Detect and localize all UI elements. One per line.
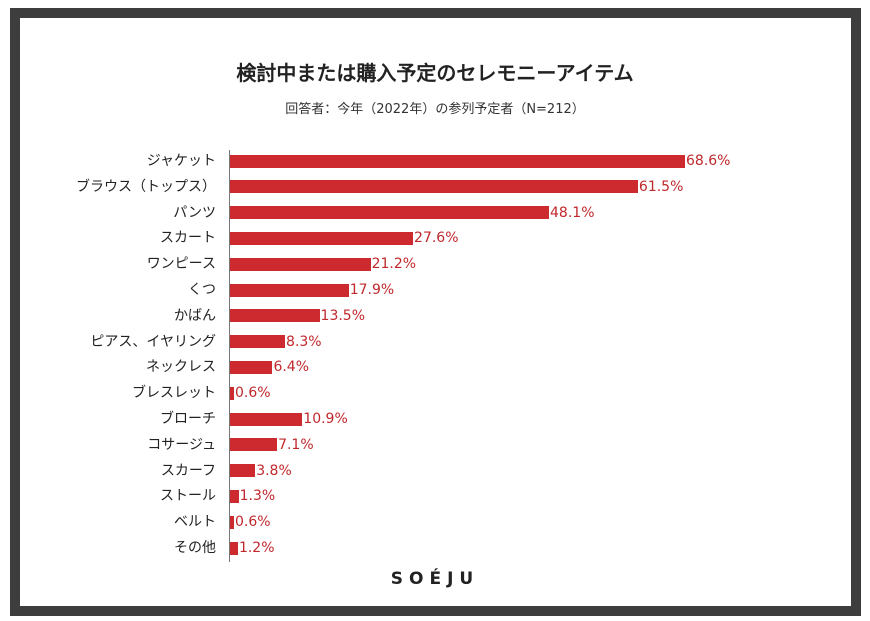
chart-frame [10, 8, 861, 616]
bar [230, 438, 278, 452]
category-label: ネックレス [146, 359, 216, 376]
category-label: ブレスレット [132, 385, 216, 402]
bar [230, 180, 638, 194]
data-label: 1.3% [239, 488, 276, 505]
category-label: ベルト [174, 514, 216, 531]
category-label: ストール [160, 488, 216, 505]
data-label: 61.5% [638, 178, 684, 195]
category-label: ブラウス（トップス） [76, 178, 216, 195]
brand-logo: SOÉJU [390, 569, 480, 589]
bar [230, 154, 685, 168]
data-label: 10.9% [303, 411, 348, 427]
data-label: 0.6% [234, 385, 271, 402]
data-label: 8.3% [286, 333, 322, 350]
bar [230, 335, 286, 349]
chart-subtitle: 回答者：今年（2022年）の参列予定者（N=212） [285, 102, 585, 117]
data-label: 3.8% [256, 462, 292, 479]
category-label: その他 [174, 540, 216, 556]
data-label: 68.6% [686, 153, 731, 169]
category-label: ブローチ [160, 411, 216, 427]
bar [230, 489, 239, 503]
data-label: 6.4% [273, 359, 310, 376]
bar [230, 206, 550, 220]
bar [230, 515, 234, 529]
bar [230, 412, 303, 426]
data-label: 48.1% [550, 204, 595, 221]
bar [230, 231, 414, 245]
data-label: 21.2% [371, 256, 417, 273]
bar [230, 464, 256, 478]
bar [230, 309, 320, 323]
category-label: コサージュ [147, 436, 216, 453]
data-label: 13.5% [320, 307, 366, 324]
bar [230, 386, 234, 400]
category-label: パンツ [173, 204, 216, 221]
y-axis-line [229, 150, 230, 562]
category-label: かばん [174, 307, 216, 324]
data-label: 27.6% [414, 230, 459, 247]
data-label: 1.2% [238, 540, 275, 556]
category-label: くつ [188, 282, 216, 298]
category-label: ジャケット [146, 153, 216, 169]
bar [230, 541, 238, 555]
data-label: 17.9% [349, 282, 395, 298]
category-label: ワンピース [146, 256, 216, 273]
bar [230, 360, 273, 374]
bar [230, 283, 349, 297]
bar [230, 257, 371, 271]
chart-title: 検討中または購入予定のセレモニーアイテム [236, 61, 634, 85]
category-label: ピアス、イヤリング [90, 333, 216, 350]
category-label: スカーフ [160, 462, 216, 479]
data-label: 7.1% [278, 436, 314, 453]
data-label: 0.6% [234, 514, 271, 531]
category-label: スカート [160, 230, 216, 247]
